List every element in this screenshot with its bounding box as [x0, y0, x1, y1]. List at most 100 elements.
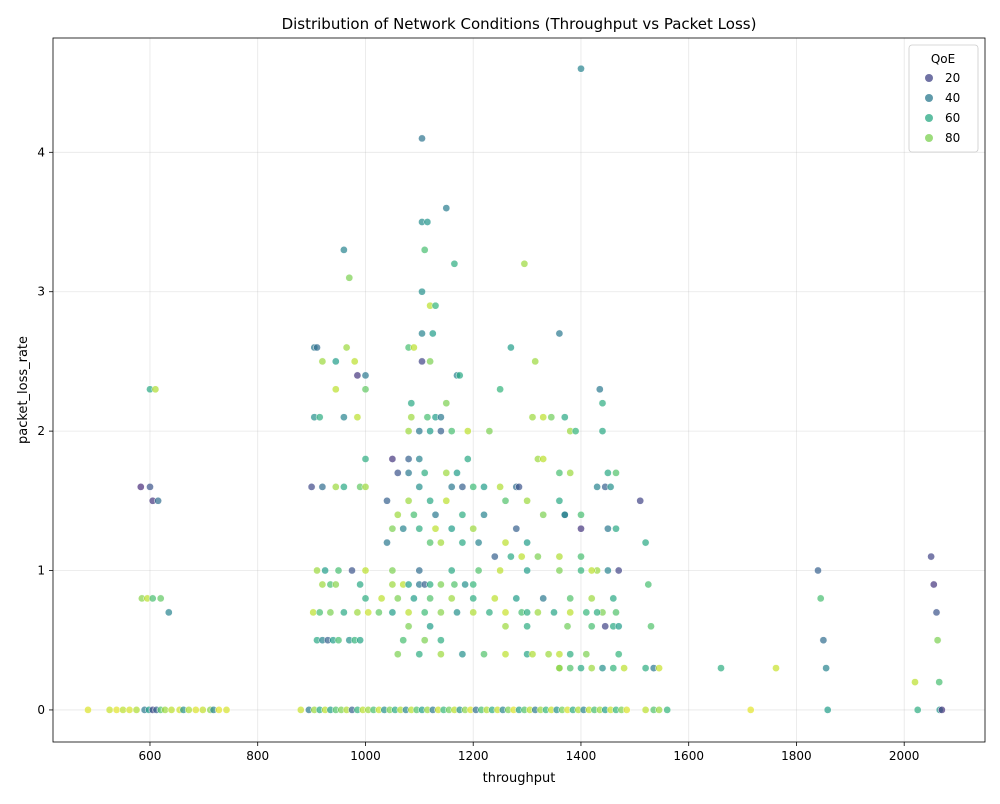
scatter-point	[496, 566, 504, 575]
scatter-point	[388, 455, 397, 463]
scatter-point	[501, 650, 510, 659]
scatter-point	[132, 706, 141, 714]
scatter-point	[501, 608, 510, 617]
scatter-point	[612, 469, 620, 477]
scatter-point	[125, 706, 134, 714]
scatter-point	[426, 580, 434, 589]
scatter-point	[620, 664, 628, 672]
scatter-point	[361, 385, 370, 394]
scatter-point	[539, 413, 548, 422]
scatter-point	[490, 594, 499, 603]
scatter-point	[474, 538, 483, 547]
x-tick-label: 2000	[889, 749, 920, 763]
scatter-point	[426, 594, 434, 603]
scatter-point	[350, 357, 359, 366]
scatter-point	[612, 524, 620, 533]
scatter-point	[383, 538, 391, 547]
scatter-point	[399, 636, 408, 645]
scatter-point	[136, 483, 145, 491]
scatter-point	[431, 510, 440, 519]
scatter-point	[156, 594, 165, 603]
scatter-point	[404, 496, 413, 505]
scatter-point	[407, 399, 416, 408]
scatter-point	[523, 608, 531, 617]
scatter-point	[423, 413, 432, 422]
scatter-point	[520, 259, 529, 268]
scatter-point	[437, 636, 445, 645]
scatter-point	[534, 608, 542, 617]
x-tick-label: 1600	[673, 749, 704, 763]
scatter-point	[222, 706, 231, 714]
scatter-point	[932, 608, 941, 617]
scatter-point	[614, 566, 623, 575]
scatter-point	[418, 287, 426, 296]
scatter-point	[595, 385, 604, 394]
scatter-point	[426, 357, 434, 366]
y-tick-label: 1	[37, 564, 45, 578]
scatter-point	[822, 664, 830, 672]
scatter-point	[555, 496, 564, 505]
scatter-point	[587, 622, 596, 631]
scatter-point	[587, 566, 596, 575]
scatter-point	[161, 706, 169, 714]
chart-title: Distribution of Network Conditions (Thro…	[282, 15, 757, 33]
data-points	[84, 64, 946, 714]
scatter-point	[418, 134, 426, 143]
legend-marker	[925, 134, 933, 142]
scatter-point	[814, 566, 822, 575]
legend-label: 40	[945, 91, 960, 105]
scatter-point	[318, 580, 327, 589]
scatter-point	[512, 594, 521, 603]
scatter-point	[458, 510, 467, 519]
scatter-point	[463, 455, 472, 463]
scatter-point	[601, 622, 610, 631]
scatter-point	[772, 664, 780, 672]
scatter-point	[458, 538, 467, 547]
scatter-point	[393, 510, 402, 519]
scatter-point	[428, 329, 437, 338]
scatter-point	[614, 622, 623, 631]
scatter-point	[622, 706, 631, 714]
scatter-point	[442, 204, 451, 212]
legend-marker	[925, 114, 933, 122]
scatter-point	[361, 455, 370, 463]
scatter-point	[512, 524, 521, 533]
scatter-point	[746, 706, 755, 714]
scatter-point	[426, 427, 434, 435]
scatter-point	[420, 469, 429, 477]
scatter-point	[501, 538, 510, 547]
scatter-point	[418, 357, 426, 366]
scatter-point	[469, 580, 478, 589]
scatter-point	[644, 580, 653, 589]
scatter-point	[501, 496, 510, 505]
scatter-point	[146, 483, 154, 491]
scatter-point	[490, 552, 499, 561]
scatter-point	[501, 622, 510, 631]
scatter-point	[507, 343, 515, 352]
scatter-point	[388, 608, 397, 617]
scatter-point	[480, 483, 488, 491]
scatter-point	[458, 483, 467, 491]
scatter-point	[361, 483, 370, 491]
x-tick-label: 600	[139, 749, 162, 763]
scatter-point	[393, 469, 402, 477]
scatter-point	[474, 566, 483, 575]
scatter-point	[361, 594, 370, 603]
scatter-point	[453, 608, 461, 617]
scatter-point	[531, 357, 540, 366]
scatter-point	[566, 608, 575, 617]
scatter-point	[318, 483, 327, 491]
scatter-point	[480, 510, 488, 519]
scatter-point	[437, 538, 445, 547]
scatter-point	[604, 566, 612, 575]
scatter-point	[415, 650, 424, 659]
scatter-point	[450, 580, 459, 589]
scatter-point	[321, 566, 329, 575]
legend-entries: 20 40 60 80	[925, 71, 960, 145]
scatter-point	[547, 413, 556, 422]
scatter-point	[614, 650, 623, 659]
scatter-point	[404, 469, 413, 477]
scatter-point	[528, 413, 537, 422]
scatter-point	[447, 427, 456, 435]
scatter-point	[164, 608, 173, 617]
